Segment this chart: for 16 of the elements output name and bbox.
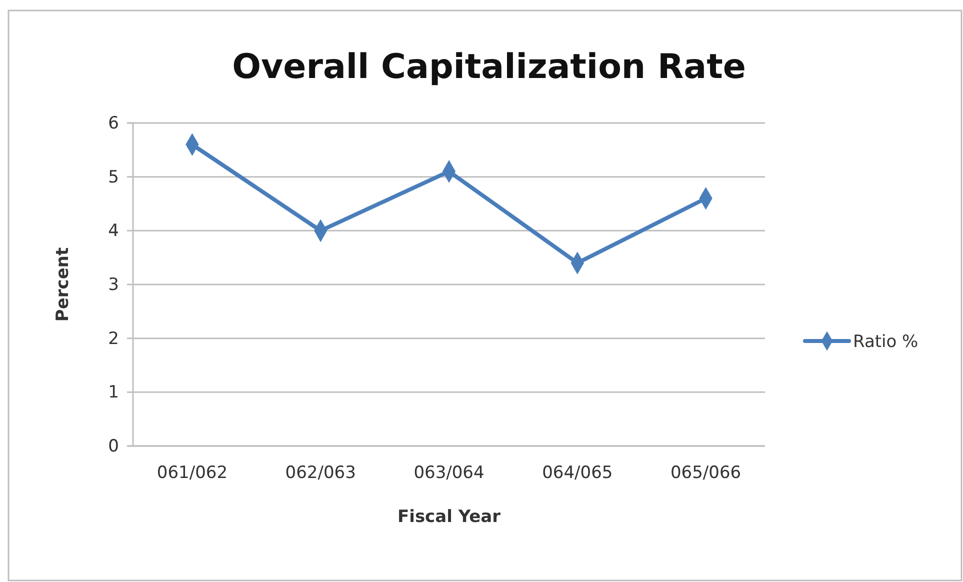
y-axis-title: Percent (53, 247, 73, 322)
y-tick-label: 0 (108, 436, 119, 456)
y-tick-label: 3 (108, 274, 119, 295)
y-tick-label: 1 (108, 382, 119, 403)
y-tick-label: 6 (108, 113, 119, 134)
y-tick-label: 4 (108, 221, 119, 242)
legend-label: Ratio % (853, 332, 918, 352)
x-tick-label: 064/065 (542, 463, 613, 484)
y-tick-label: 2 (108, 328, 119, 349)
x-tick-label: 063/064 (414, 463, 484, 484)
y-tick-label: 5 (108, 167, 119, 188)
x-axis-title: Fiscal Year (398, 507, 502, 527)
chart-title: Overall Capitalization Rate (232, 47, 746, 87)
x-tick-label: 065/066 (670, 463, 742, 484)
x-tick-label: 062/063 (285, 463, 356, 484)
x-tick-label: 061/062 (156, 463, 228, 484)
